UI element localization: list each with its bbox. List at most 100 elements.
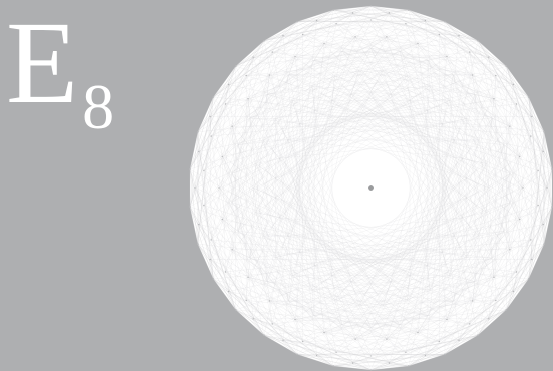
vertex-dot [302,33,304,36]
vertex-dot [194,187,196,189]
vertex-dot [323,42,325,45]
vertex-dot [537,204,539,207]
vertex-dot [210,135,212,137]
vertex-dot [542,150,544,153]
vertex-dot [472,74,474,76]
vertex-dot [224,103,227,105]
vertex-dot [370,5,372,7]
vertex-dot [488,318,490,320]
vertex-dot [263,39,265,42]
vertex-dot [546,187,548,189]
vertex-dot [438,33,440,36]
vertex-dot [469,51,471,53]
vertex-dot [282,34,284,37]
vertex-dot [388,12,391,14]
vertex-dot [370,369,372,371]
vertex-dot [477,334,479,337]
vertex-dot [522,187,524,189]
vertex-dot [227,290,230,293]
vertex-dot [209,258,211,261]
vertex-dot [543,243,545,246]
vertex-dot [221,155,223,158]
vertex-dot [294,318,296,321]
vertex-dot [530,239,532,241]
edge-mesh [189,5,553,371]
vertex-dot [189,168,191,170]
vertex-dot [351,12,354,14]
vertex-dot [543,130,545,133]
vertex-dot [252,318,254,320]
title-base: E [6,0,79,128]
vertex-dot [477,39,479,42]
vertex-dot [231,125,233,127]
vertex-dot [245,74,247,77]
vertex-dot [271,323,273,325]
vertex-dot [542,223,544,226]
vertex-dot [227,83,230,86]
vertex-dot [530,135,532,137]
vertex-dot [294,55,296,58]
vertex-dot [189,206,191,208]
vertex-dot [332,365,335,367]
vertex-dot [488,56,490,58]
vertex-dot [209,115,211,118]
vertex-dot [282,339,284,342]
vertex-dot [424,19,427,22]
vertex-dot [296,353,298,356]
vertex-dot [519,155,521,158]
vertex-dot [203,169,205,172]
vertex-dot [203,204,205,207]
vertex-dot [197,130,199,133]
vertex-dot [212,96,215,98]
vertex-dot [221,218,223,221]
vertex-dot [527,278,530,280]
vertex-dot [444,20,446,23]
vertex-dot [531,258,533,261]
vertex-dot [263,334,265,337]
vertex-dot [370,355,372,357]
polytope-vertices [189,5,553,371]
vertex-dot [354,338,356,340]
vertex-dot [247,98,249,100]
vertex-dot [296,20,298,23]
vertex-dot [245,299,247,302]
vertex-dot [512,290,515,293]
vertex-dot [252,56,254,58]
vertex-dot [197,243,199,246]
vertex-dot [515,103,518,105]
vertex-dot [444,353,446,356]
vertex-dot [446,318,448,321]
vertex-dot [370,19,372,21]
vertex-dot [231,249,233,251]
vertex-dot [519,218,521,221]
vertex-dot [472,300,474,302]
vertex-dot [335,23,337,25]
vertex-dot [302,340,304,343]
vertex-dot [469,323,471,325]
vertex-dot [407,365,410,367]
vertex-dot [446,55,448,58]
vertex-dot [234,65,237,68]
diagram-title: E8 [6,4,114,139]
vertex-dot [335,351,337,353]
vertex-dot [493,98,495,100]
title-subscript: 8 [82,71,115,142]
vertex-dot [386,36,388,38]
vertex-dot [458,34,460,37]
vertex-dot [438,340,440,343]
vertex-dot [315,19,318,22]
vertex-dot [509,249,511,251]
vertex-dot [405,351,407,353]
vertex-dot [198,150,200,153]
vertex-dot [386,338,388,340]
vertex-dot [407,9,410,11]
vertex-dot [198,223,200,226]
vertex-dot [512,83,515,86]
vertex-dot [315,354,318,357]
vertex-dot [224,271,227,273]
vertex-dot [218,187,220,189]
vertex-dot [551,206,553,208]
vertex-dot [234,308,237,311]
